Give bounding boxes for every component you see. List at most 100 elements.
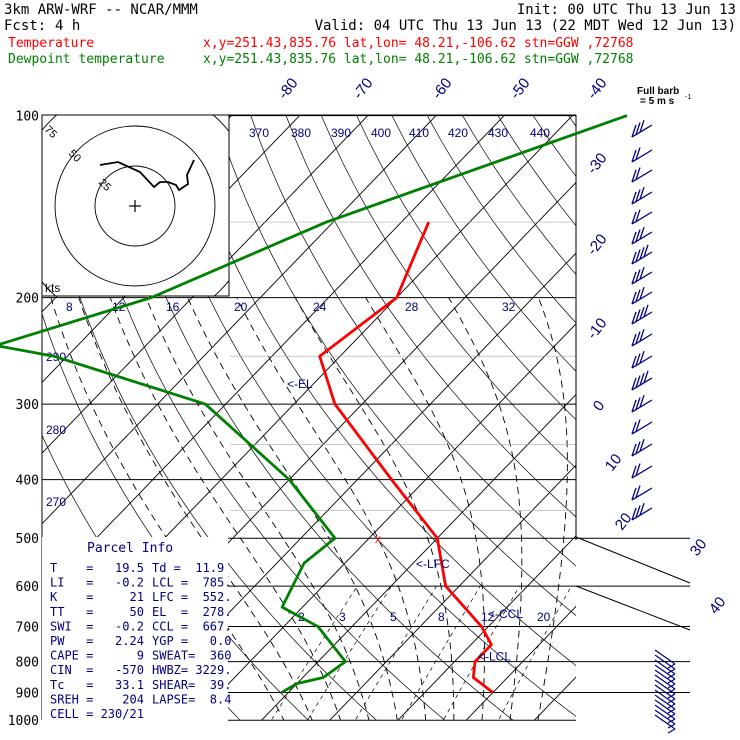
- temperature-location: x,y=251.43,835.76 lat,lon= 48.21,-106.62…: [203, 36, 633, 51]
- dry-adiabat-line: [179, 115, 576, 667]
- wind-barb-feather: [635, 289, 641, 302]
- dry-adiabat-line: [710, 116, 740, 733]
- wind-barb-feather: [631, 487, 637, 501]
- dry-adiabat-line: [532, 115, 576, 177]
- wind-barb-staff: [631, 443, 653, 457]
- wind-barb-feather: [635, 505, 641, 518]
- wind-barb-feather: [635, 485, 641, 498]
- isotherm-label: 10: [602, 451, 626, 475]
- isotherm-label: -70: [350, 75, 377, 103]
- dry-adiabat-line: [639, 116, 740, 733]
- moist-adiabat-line: [537, 297, 568, 720]
- dry-adiabat-label: 270: [46, 495, 66, 509]
- isotherm-label: -20: [584, 231, 611, 259]
- wind-barb-feather: [635, 353, 641, 366]
- wind-barb-feather: [631, 421, 637, 435]
- wind-barb-feather: [639, 502, 645, 516]
- pressure-label: 100: [16, 110, 39, 125]
- moist-adiabat-line: [109, 297, 341, 720]
- wind-barb-feather: [631, 507, 637, 521]
- hodograph-ring-label: 75: [42, 124, 59, 141]
- mixing-ratio-label: 12: [481, 610, 495, 624]
- wind-barb-feather: [639, 394, 645, 408]
- isotherm-label: -30: [584, 150, 611, 178]
- isotherm-label: 20: [612, 510, 636, 534]
- hodograph-speed-label: 24: [313, 300, 327, 314]
- moist-adiabat-line: [78, 297, 313, 720]
- wind-barb-feather: [643, 304, 649, 318]
- wind-barb-feather: [631, 377, 637, 391]
- wind-barb-feather: [639, 186, 645, 200]
- pressure-label: 600: [16, 580, 39, 595]
- mixing-ratio-line: [498, 585, 572, 720]
- mixing-ratio-line: [270, 585, 358, 720]
- parcel-info-right: LCL = 785.: [152, 576, 231, 590]
- isotherm-line: [727, 116, 740, 733]
- parcel-info-right: SHEAR= 39.: [152, 678, 231, 692]
- parcel-info-right: LAPSE= 8.4: [152, 692, 231, 706]
- isotherm-label: 0: [590, 397, 609, 414]
- wind-barb-feather: [639, 286, 645, 300]
- mixing-ratio-label: 5: [390, 610, 397, 624]
- wind-barb-staff: [631, 421, 653, 435]
- isotherm-line: [590, 116, 740, 733]
- hodograph-speed-label: 20: [234, 300, 248, 314]
- mixing-ratio-line: [307, 585, 392, 720]
- wind-barb-staff: [654, 689, 676, 705]
- model-title: 3km ARW-WRF -- NCAR/MMM: [4, 2, 198, 18]
- wind-barb-feather: [635, 209, 641, 222]
- hodograph-speed-label: 8: [66, 300, 73, 314]
- parcel-info-left: K = 21: [50, 590, 144, 604]
- isotherm-line: [42, 115, 369, 454]
- wind-barb-feather: [635, 309, 641, 322]
- pressure-label: 500: [16, 532, 39, 547]
- parcel-info-left: PW = 2.24: [50, 634, 144, 648]
- dry-adiabat-line: [568, 115, 576, 127]
- wind-barb-staff: [631, 149, 653, 163]
- temperature-legend: Temperature: [8, 36, 94, 51]
- wind-barb-staff: [654, 714, 676, 730]
- pressure-label: 200: [16, 292, 39, 307]
- wind-barb-feather: [639, 306, 645, 320]
- wind-barb-feather: [635, 331, 641, 344]
- temperature-profile: [318, 221, 494, 694]
- wind-barb-staff: [631, 311, 653, 325]
- wind-barb-staff: [631, 355, 653, 369]
- wind-barb-staff: [631, 191, 653, 205]
- wind-barb-staff: [631, 333, 653, 347]
- parcel-info-left: TT = 50: [50, 605, 144, 619]
- wind-barb-feather: [631, 169, 637, 183]
- wind-barb-staff: [654, 699, 676, 715]
- isotherm-line: [261, 393, 576, 720]
- parcel-info-box: Parcel Info T = 19.5 Td = 11.9 LI = -0.2 LC…: [42, 537, 231, 729]
- mixing-ratio-label: 20: [537, 610, 551, 624]
- wind-barb-feather: [631, 124, 637, 138]
- wind-barb-feather: [635, 189, 641, 202]
- wind-barb-staff: [654, 654, 676, 670]
- wind-barb-feather: [631, 191, 637, 205]
- wind-barb-staff: [631, 231, 653, 245]
- dry-adiabat-line: [73, 115, 446, 720]
- right-border-line: [575, 585, 691, 631]
- isotherm-label: 30: [687, 536, 711, 560]
- wind-barb-staff: [631, 377, 653, 391]
- wind-barb-feather: [635, 441, 641, 454]
- wind-barb-feather: [635, 397, 641, 410]
- parcel-info-left: SWI = -0.2: [50, 619, 144, 633]
- wind-barb-staff: [631, 271, 653, 285]
- wind-barb-feather: [643, 370, 649, 384]
- wind-barb-staff: [654, 664, 676, 680]
- dry-adiabat-line: [391, 115, 576, 372]
- dewpoint-profile: [0, 114, 628, 694]
- mixing-ratio-label: 8: [438, 610, 445, 624]
- parcel-info-right: CCL = 667.: [152, 619, 231, 633]
- wind-barb-feather: [639, 246, 645, 260]
- mixing-ratio-label: 3: [339, 610, 346, 624]
- mixing-ratio-line: [443, 585, 520, 720]
- parcel-info-right: LFC = 552.: [152, 590, 231, 604]
- dry-adiabat-line: [144, 115, 576, 717]
- right-border-line: [575, 536, 691, 584]
- isotherm-label: -50: [507, 75, 534, 103]
